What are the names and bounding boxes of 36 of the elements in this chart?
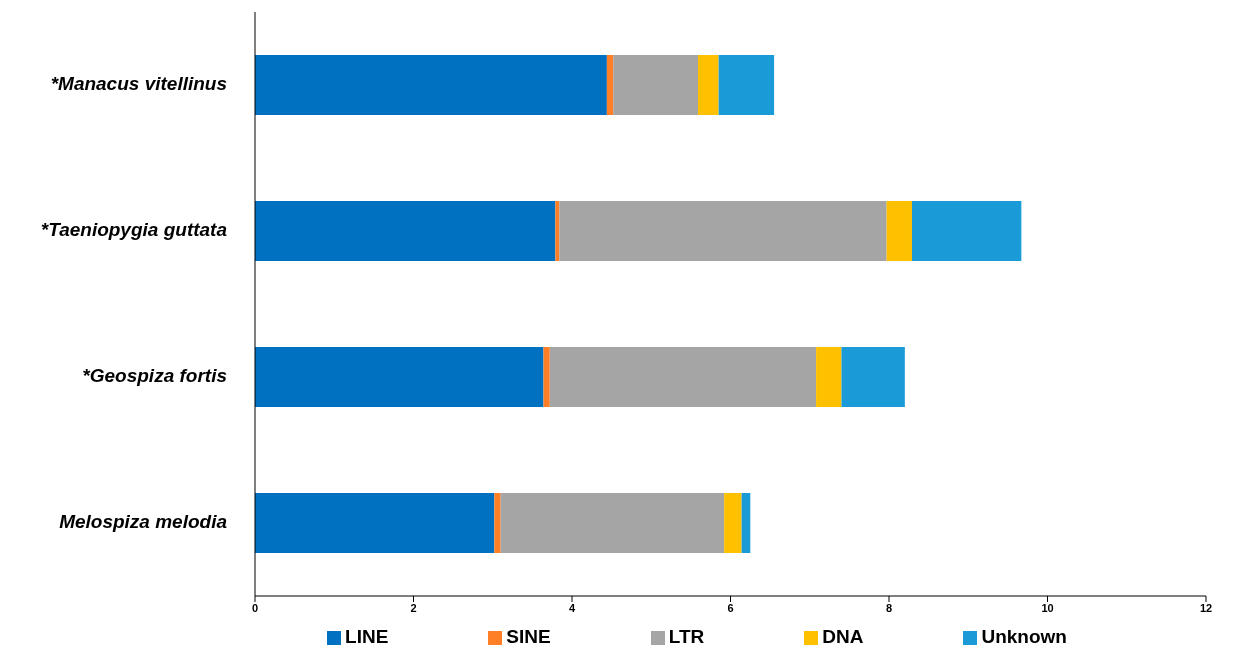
bar: [606, 55, 614, 115]
y-tick-label: *Taeniopygia guttata: [40, 219, 228, 240]
bar: [613, 55, 699, 115]
bar: [841, 347, 905, 407]
legend-label: DNA: [822, 626, 864, 647]
bar: [255, 493, 495, 553]
bar: [741, 493, 751, 553]
x-tick-label: 12: [1199, 601, 1213, 614]
legend-label: LTR: [668, 626, 705, 647]
bar: [255, 201, 556, 261]
x-tick-label: 2: [410, 601, 417, 614]
bar: [543, 347, 550, 407]
x-tick-label: 0: [251, 601, 259, 614]
y-tick-label: *Manacus vitellinus: [50, 73, 227, 94]
bar: [816, 347, 842, 407]
bar: [724, 493, 742, 553]
y-tick-label: Melospiza melodia: [59, 511, 228, 532]
legend-label: Unknown: [981, 626, 1067, 647]
bar: [500, 493, 725, 553]
bar: [911, 201, 1022, 261]
bar: [698, 55, 719, 115]
x-tick-label: 10: [1041, 601, 1054, 614]
bar: [559, 201, 887, 261]
bar: [549, 347, 817, 407]
bar: [718, 55, 775, 115]
x-tick-label: 6: [727, 601, 734, 614]
bar: [255, 55, 607, 115]
x-tick-label: 4: [568, 601, 576, 614]
bar: [255, 347, 544, 407]
bar: [494, 493, 501, 553]
legend-label: SINE: [506, 626, 551, 647]
x-tick-label: 8: [885, 601, 893, 614]
y-tick-label: *Geospiza fortis: [82, 365, 227, 386]
bar: [886, 201, 912, 261]
legend-label: LINE: [345, 626, 389, 647]
bar: [555, 201, 560, 261]
